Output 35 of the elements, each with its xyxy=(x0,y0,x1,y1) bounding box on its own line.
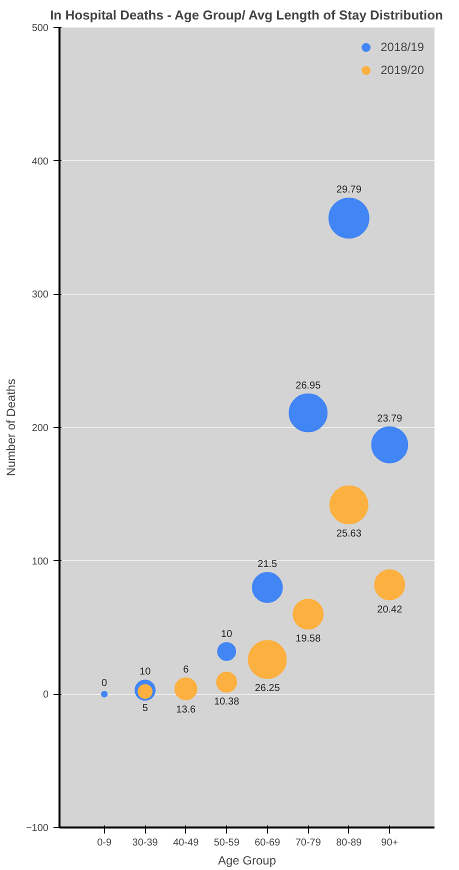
x-tick-label: 30-39 xyxy=(132,838,158,848)
annotation: 6 xyxy=(183,664,190,676)
legend-label: 2019/20 xyxy=(380,63,424,77)
y-axis-title: Number of Deaths xyxy=(4,378,18,476)
annotation: 10 xyxy=(221,629,233,640)
annotation: 21.5 xyxy=(258,559,278,570)
x-tick-label: 50-59 xyxy=(214,838,240,848)
annotation: 13.6 xyxy=(176,704,196,716)
y-tick-label: 200 xyxy=(32,423,49,434)
legend-label: 2018/19 xyxy=(380,40,424,54)
y-tick-label: 400 xyxy=(32,156,49,168)
x-tick-label: 70-79 xyxy=(295,838,322,848)
annotation: 5 xyxy=(142,702,148,714)
annotation: 0 xyxy=(102,678,108,689)
chart-title: In Hospital Deaths - Age Group/ Avg Length of Stay Distribution xyxy=(50,8,444,22)
y-tick-label: 500 xyxy=(32,23,49,34)
x-axis-title: Age Group xyxy=(218,854,276,868)
annotation: 25.63 xyxy=(336,528,362,540)
annotation: 20.42 xyxy=(377,604,403,616)
y-tick-label: 300 xyxy=(32,290,49,301)
annotation: 26.95 xyxy=(296,380,322,392)
x-tick-label: 80-89 xyxy=(336,838,362,848)
x-tick-label: 0-9 xyxy=(97,838,112,848)
x-tick-label: 90+ xyxy=(381,838,398,848)
annotation: 19.58 xyxy=(296,634,322,645)
x-tick-label: 40-49 xyxy=(173,838,200,848)
annotation: 23.79 xyxy=(377,413,403,424)
annotation: 10.38 xyxy=(214,696,240,708)
annotation: 26.25 xyxy=(254,682,280,694)
y-tick-label: −100 xyxy=(26,823,49,834)
y-tick-label: 100 xyxy=(32,556,49,568)
x-tick-label: 60-69 xyxy=(254,838,281,848)
y-tick-label: 0 xyxy=(42,690,49,701)
annotation: 10 xyxy=(140,666,152,678)
annotation: 29.79 xyxy=(336,184,362,196)
